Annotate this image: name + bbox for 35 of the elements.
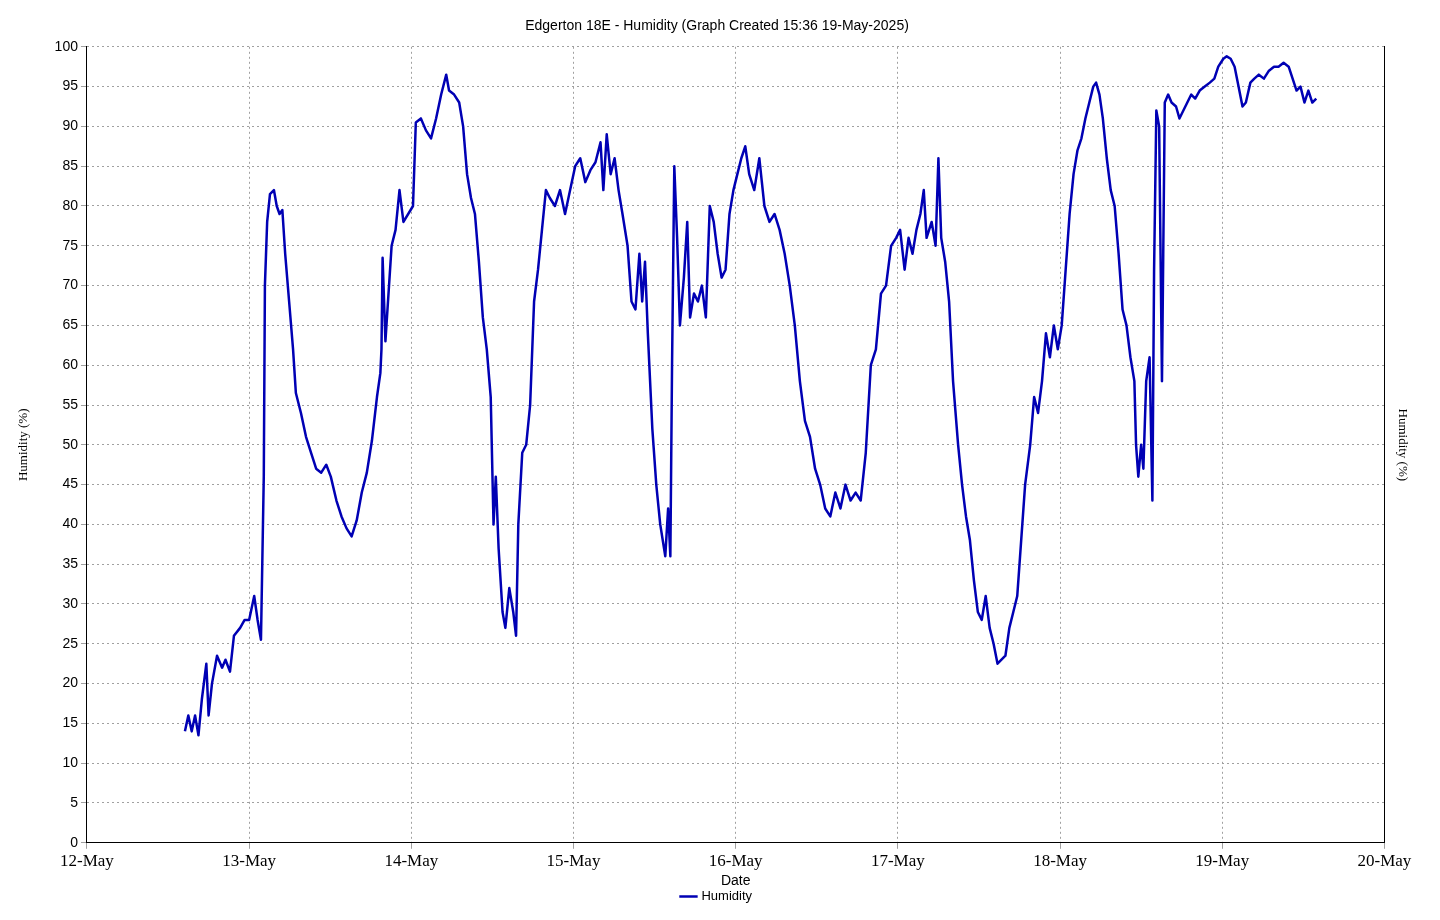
x-tick-label: 16-May xyxy=(708,851,764,871)
y-tick-label: 0 xyxy=(70,833,79,850)
y2-axis-title: Humidity (%) xyxy=(1395,408,1411,482)
x-axis-title: Date xyxy=(720,872,751,889)
x-tick-label: 14-May xyxy=(384,851,439,871)
y-tick-label: 5 xyxy=(70,793,79,810)
y-tick-label: 25 xyxy=(62,634,79,651)
x-tick-label: 12-May xyxy=(60,851,115,871)
y-tick-label: 15 xyxy=(62,714,79,731)
x-tick-label: 17-May xyxy=(870,851,926,871)
y-tick-label: 30 xyxy=(62,594,79,611)
y-tick-label: 20 xyxy=(62,674,79,691)
y-tick-label: 35 xyxy=(62,555,79,572)
y-tick-label: 50 xyxy=(62,435,79,452)
y-tick-label: 45 xyxy=(62,475,79,492)
y-tick-label: 100 xyxy=(54,37,79,54)
legend-label: Humidity xyxy=(701,888,753,904)
y-axis-title: Humidity (%) xyxy=(15,408,31,482)
y-tick-label: 10 xyxy=(62,754,79,771)
x-tick-label: 19-May xyxy=(1195,851,1250,871)
y-tick-label: 65 xyxy=(62,316,79,333)
y-tick-label: 40 xyxy=(62,515,79,532)
y-tick-label: 70 xyxy=(62,276,79,293)
y-tick-label: 85 xyxy=(62,157,79,174)
y-tick-label: 90 xyxy=(62,117,79,134)
x-tick-label: 15-May xyxy=(546,851,601,871)
x-tick-label: 20-May xyxy=(1357,851,1412,871)
y-tick-label: 75 xyxy=(62,236,79,253)
x-tick-label: 18-May xyxy=(1033,851,1088,871)
chart-title: Edgerton 18E - Humidity (Graph Created 15:36 19-May-2025) xyxy=(525,17,909,34)
y-tick-label: 80 xyxy=(62,196,79,213)
y-tick-label: 60 xyxy=(62,356,79,373)
x-tick-label: 13-May xyxy=(222,851,277,871)
y-tick-label: 55 xyxy=(62,395,79,412)
y-tick-label: 95 xyxy=(62,77,79,94)
